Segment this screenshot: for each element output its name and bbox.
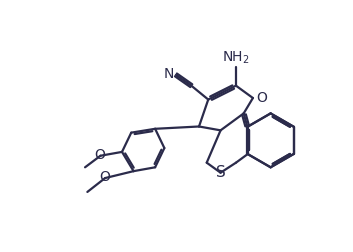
Text: S: S (216, 165, 226, 180)
Text: O: O (256, 91, 267, 105)
Text: N: N (163, 67, 174, 81)
Text: O: O (99, 170, 110, 184)
Text: O: O (94, 148, 105, 162)
Text: NH$_2$: NH$_2$ (222, 49, 250, 66)
